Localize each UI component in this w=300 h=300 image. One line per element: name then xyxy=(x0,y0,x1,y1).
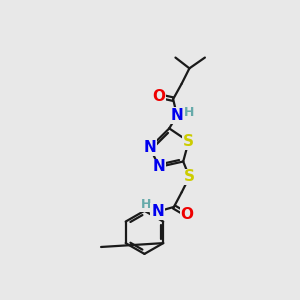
Text: S: S xyxy=(184,169,195,184)
Text: N: N xyxy=(143,140,156,155)
Text: O: O xyxy=(153,88,166,104)
Text: N: N xyxy=(153,159,166,174)
Text: N: N xyxy=(151,204,164,219)
Text: O: O xyxy=(181,207,194,222)
Text: H: H xyxy=(141,198,151,211)
Text: S: S xyxy=(183,134,194,149)
Text: N: N xyxy=(171,108,183,123)
Text: H: H xyxy=(184,106,195,119)
